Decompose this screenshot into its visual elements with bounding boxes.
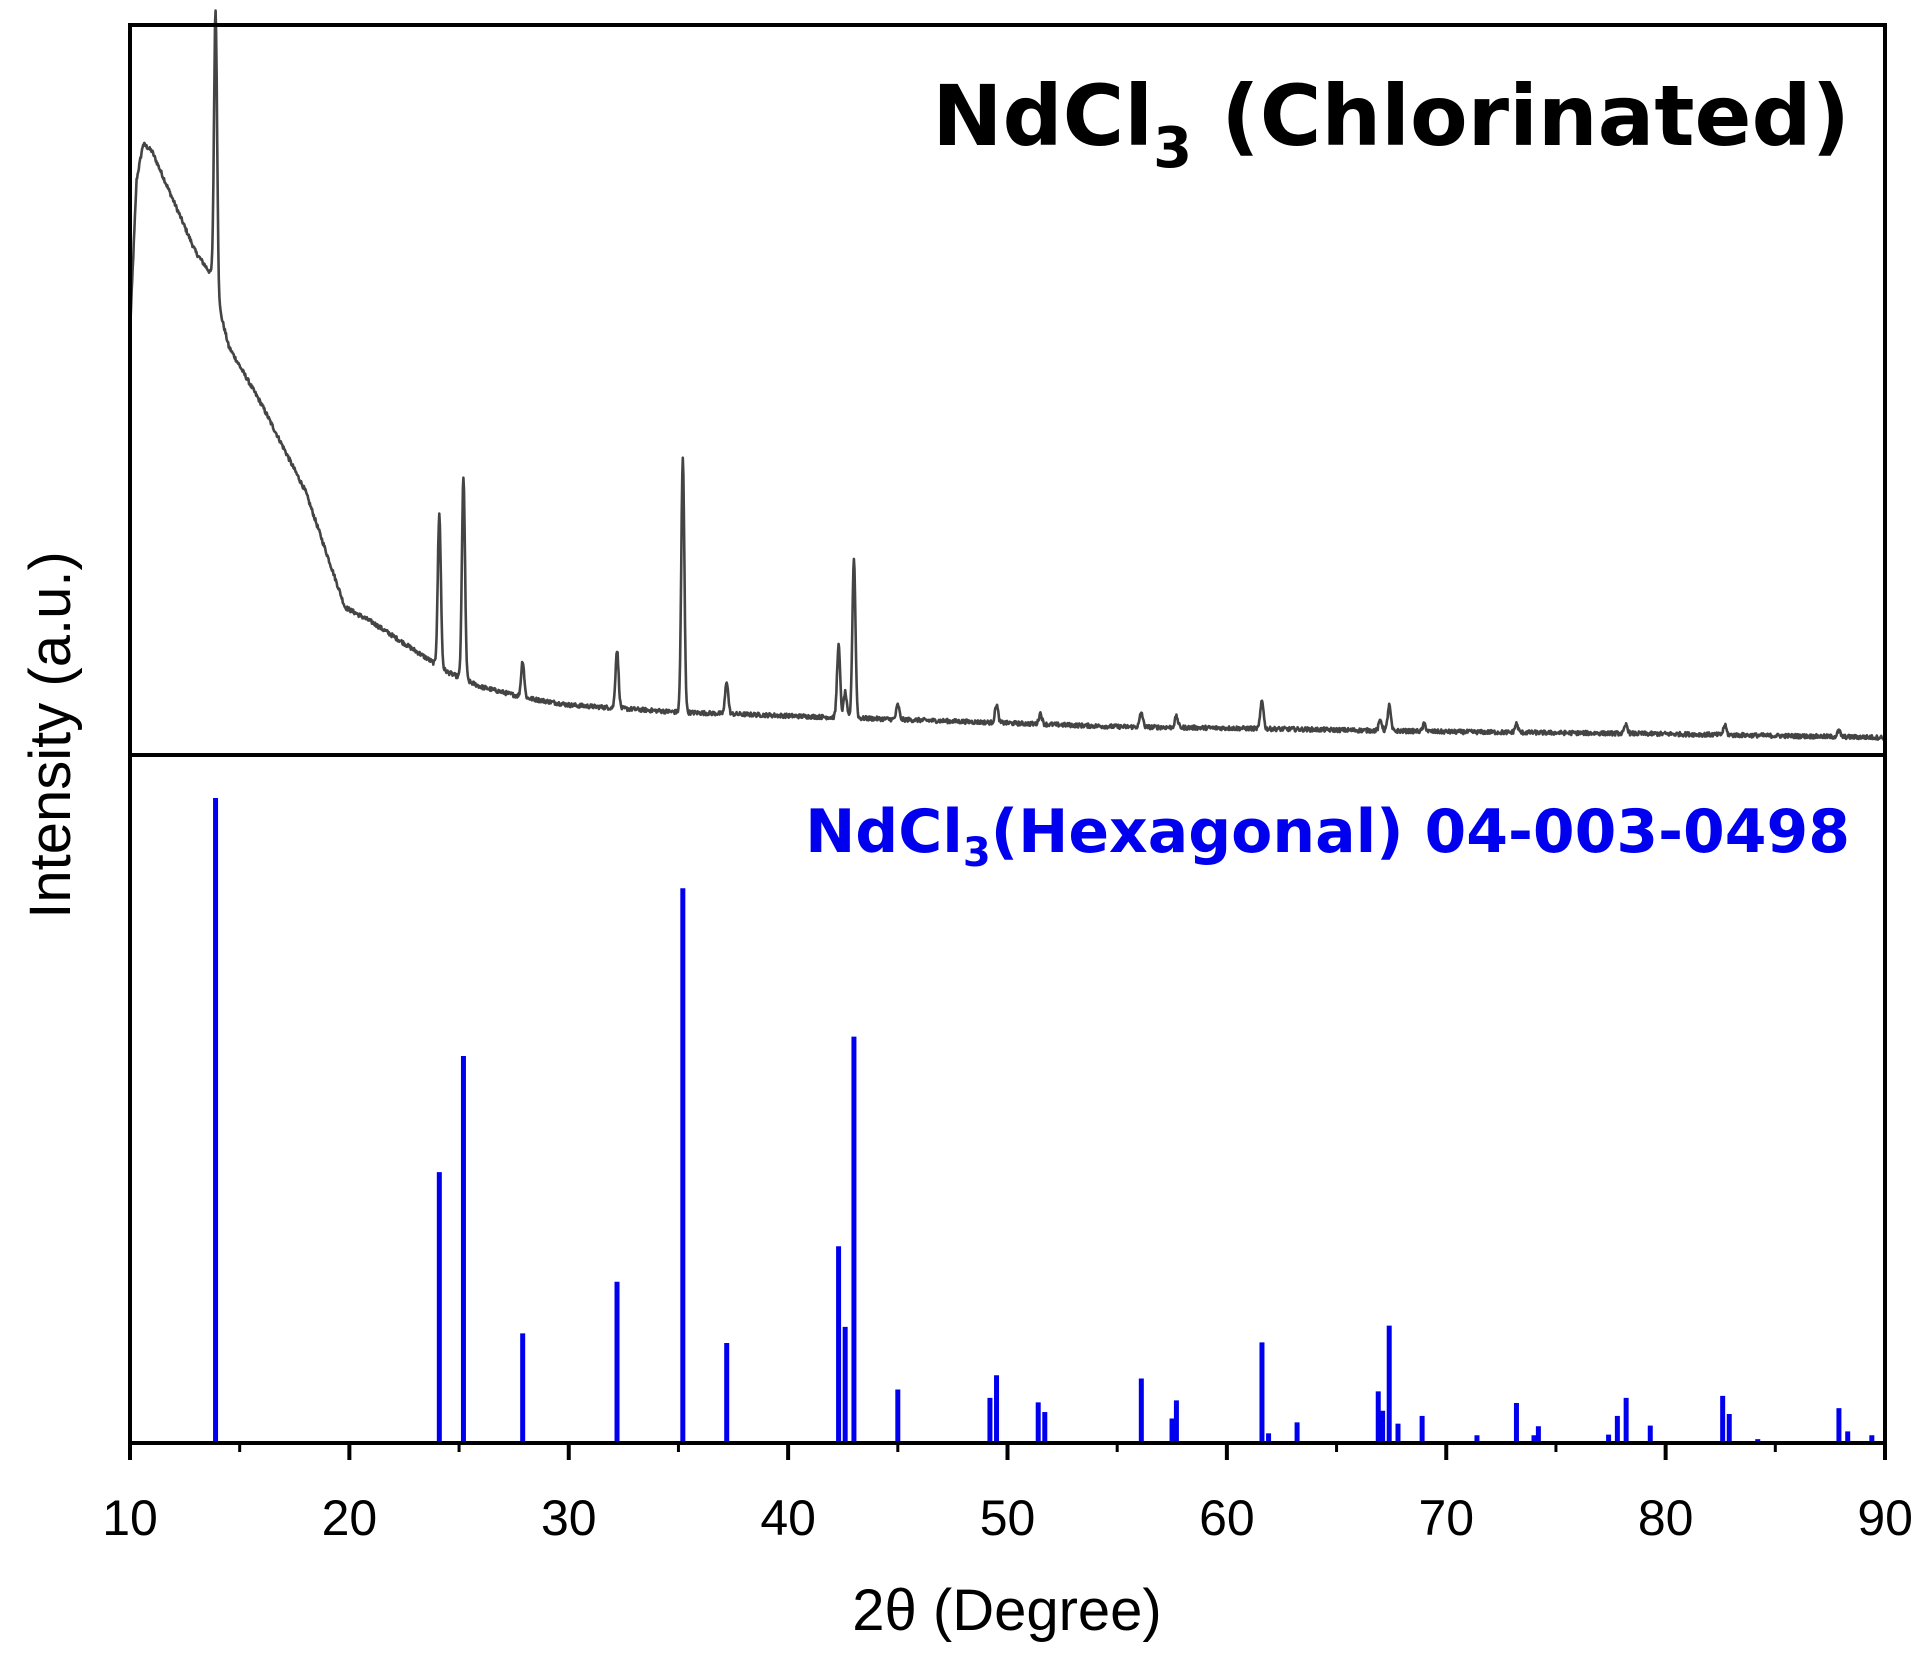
x-tick-label: 70 [1418,1490,1474,1546]
x-tick-label: 10 [102,1490,158,1546]
x-axis-label: 2θ (Degree) [852,1578,1161,1643]
x-tick-label: 50 [980,1490,1036,1546]
x-axis-ticks [128,1443,1887,1460]
bottom-panel: NdCl3(Hexagonal) 04-003-0498 [213,797,1875,1443]
x-tick-label: 30 [541,1490,597,1546]
bottom-panel-title: NdCl3(Hexagonal) 04-003-0498 [805,797,1850,876]
x-axis-tick-labels: 10 20 30 40 50 60 70 80 90 [102,1490,1913,1546]
x-tick-label: 60 [1199,1490,1255,1546]
y-axis-label: Intensity (a.u.) [18,551,83,918]
top-panel: NdCl3 (Chlorinated) [128,9,1887,741]
x-tick-label: 40 [760,1490,816,1546]
top-panel-title: NdCl3 (Chlorinated) [932,67,1850,181]
xrd-pattern-line [128,9,1887,741]
x-tick-label: 90 [1857,1490,1913,1546]
x-tick-label: 20 [322,1490,378,1546]
x-tick-label: 80 [1638,1490,1694,1546]
reference-bars [213,798,1875,1443]
